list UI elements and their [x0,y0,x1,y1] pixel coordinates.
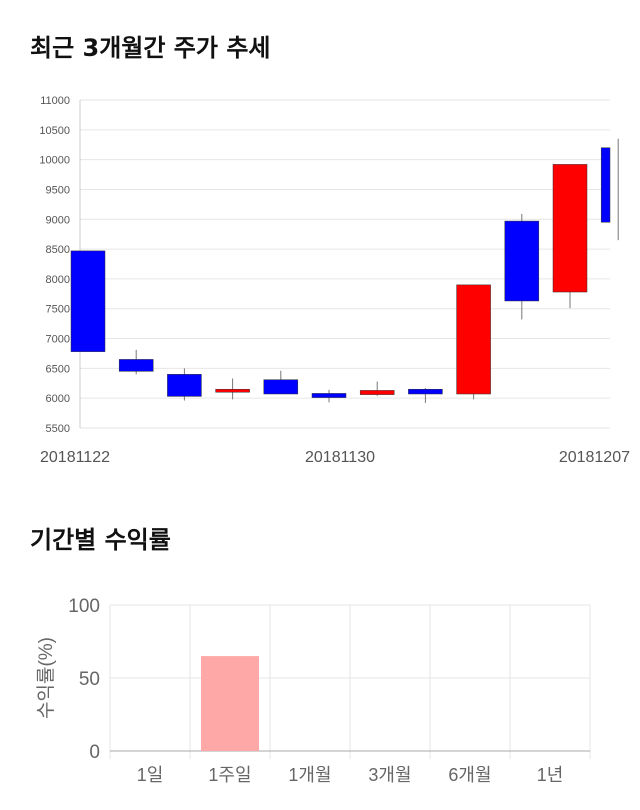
y-tick-label: 10500 [39,125,70,137]
candlestick-chart: 5500 6000 6500 7000 7500 8000 8500 9000 9500 1000… [39,95,630,466]
x-tick-label: 1년 [537,765,564,785]
y-tick-label: 9000 [46,214,70,226]
y-tick-label: 8000 [46,274,70,286]
x-tick-label: 20181207 [559,449,630,466]
candle-down [70,250,106,352]
y-tick-label: 6500 [46,363,70,375]
y-tick-label: 9500 [46,184,70,196]
y-tick-label: 0 [89,742,100,763]
y-tick-label: 7500 [46,304,70,316]
candle-up [456,284,491,395]
x-tick-label: 20181130 [305,449,375,466]
candle-up [215,388,250,393]
candle-down [167,374,202,397]
y-tick-label: 7000 [46,334,70,346]
y-tick-label: 50 [79,669,100,690]
x-tick-label: 1일 [137,765,164,785]
returns-chart-title: 기간별 수익률 [30,526,171,554]
candle-down [600,147,611,223]
y-tick-label: 6000 [46,393,70,405]
returns-bar-chart: 0 50 100 수익률(%) 1일 1주일 1개월 3개월 6개월 1년 [35,596,591,785]
x-tick-label: 20181122 [40,449,110,466]
candle-chart-title: 최근 3개월간 주가 추세 [30,34,271,62]
return-bar [201,656,259,751]
y-tick-label: 100 [68,596,100,617]
candle-down [118,359,154,372]
x-tick-label: 6개월 [448,765,491,785]
candle-down [311,393,347,398]
candle-down [504,220,540,302]
x-tick-label: 1개월 [288,765,331,785]
x-tick-label: 3개월 [368,765,411,785]
candle-up [552,164,588,293]
y-tick-label: 8500 [46,244,70,256]
x-tick-label: 1주일 [208,765,251,785]
candle-up [359,390,395,395]
y-tick-label: 10000 [39,155,70,167]
candle-down [263,379,299,395]
y-tick-label: 5500 [46,423,70,435]
y-tick-label: 11000 [40,95,70,107]
candle-down [408,388,443,395]
y-axis-label: 수익률(%) [35,637,57,719]
